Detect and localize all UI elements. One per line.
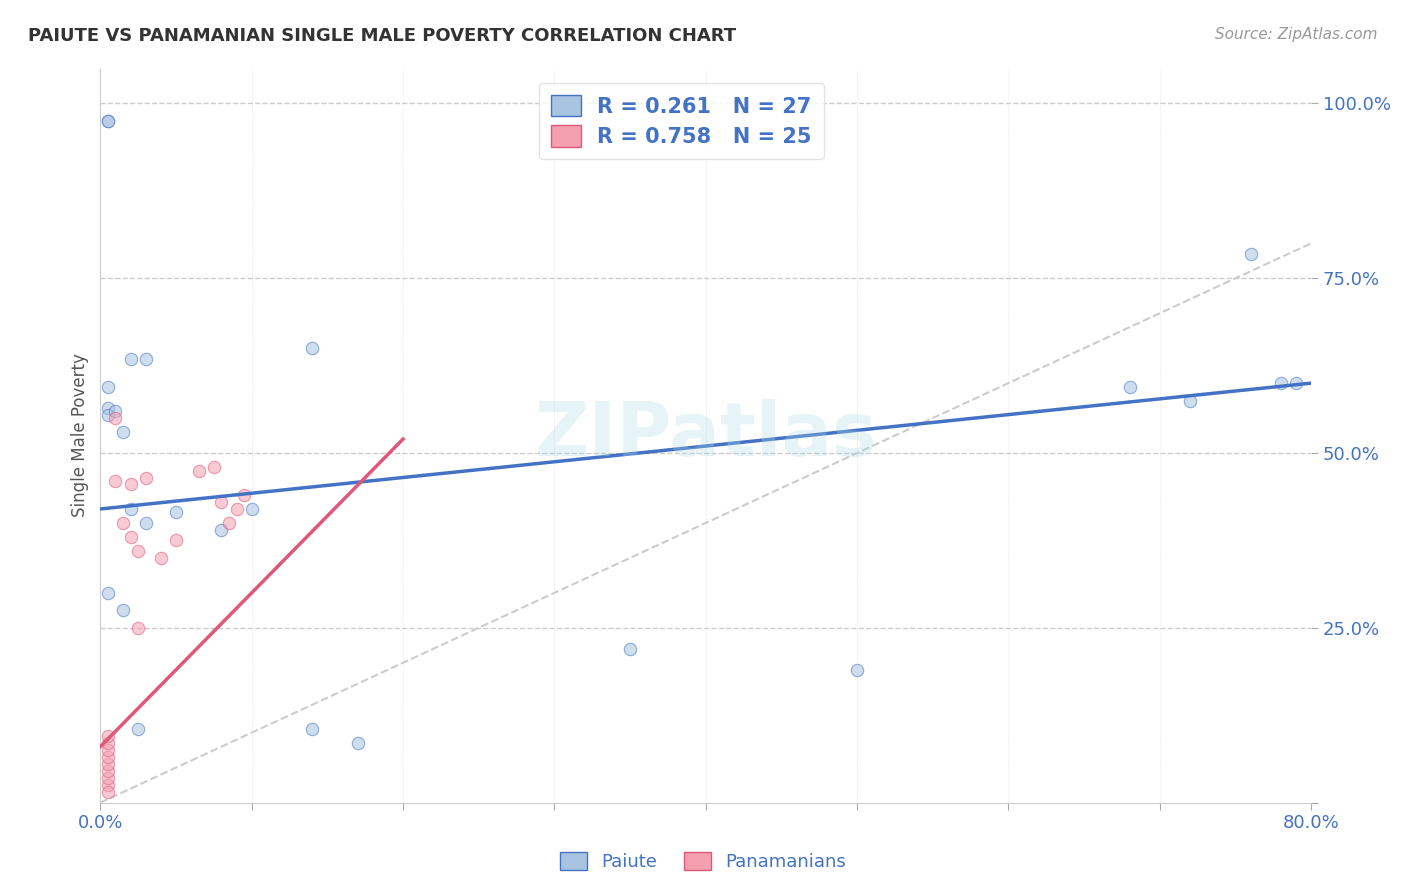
Point [1285, 376, 1308, 391]
Point [233, 488, 256, 502]
Point [240, 502, 263, 516]
Point [112, 603, 135, 617]
Point [209, 495, 232, 509]
Point [112, 516, 135, 530]
Point [149, 550, 172, 565]
Point [97, 408, 120, 422]
Point [165, 506, 187, 520]
Point [97, 764, 120, 779]
Point [209, 523, 232, 537]
Point [97, 757, 120, 772]
Point [97, 736, 120, 750]
Point [165, 533, 187, 548]
Point [1118, 379, 1140, 393]
Point [97, 743, 120, 757]
Point [120, 530, 142, 544]
Point [187, 463, 209, 477]
Point [202, 460, 225, 475]
Point [346, 736, 368, 750]
Point [127, 544, 149, 558]
Text: PAIUTE VS PANAMANIAN SINGLE MALE POVERTY CORRELATION CHART: PAIUTE VS PANAMANIAN SINGLE MALE POVERTY… [28, 27, 737, 45]
Y-axis label: Single Male Poverty: Single Male Poverty [72, 353, 89, 517]
Point [120, 477, 142, 491]
Point [225, 502, 247, 516]
Text: Source: ZipAtlas.com: Source: ZipAtlas.com [1215, 27, 1378, 42]
Point [97, 771, 120, 785]
Point [127, 722, 149, 736]
Point [1240, 247, 1263, 261]
Point [135, 351, 157, 366]
Point [97, 778, 120, 792]
Point [104, 474, 127, 488]
Point [97, 379, 120, 393]
Point [218, 516, 240, 530]
Legend: Paiute, Panamanians: Paiute, Panamanians [553, 845, 853, 879]
Legend: R = 0.261   N = 27, R = 0.758   N = 25: R = 0.261 N = 27, R = 0.758 N = 25 [538, 83, 824, 160]
Point [97, 586, 120, 600]
Point [120, 502, 142, 516]
Point [97, 114, 120, 128]
Text: ZIPatlas: ZIPatlas [534, 399, 877, 472]
Point [619, 641, 641, 656]
Point [97, 114, 120, 128]
Point [97, 401, 120, 415]
Point [97, 750, 120, 764]
Point [301, 722, 323, 736]
Point [135, 470, 157, 484]
Point [135, 516, 157, 530]
Point [97, 729, 120, 743]
Point [301, 341, 323, 355]
Point [112, 425, 135, 439]
Point [127, 621, 149, 635]
Point [846, 663, 869, 677]
Point [1178, 393, 1201, 408]
Point [104, 404, 127, 418]
Point [120, 351, 142, 366]
Point [104, 411, 127, 425]
Point [1270, 376, 1292, 391]
Point [97, 785, 120, 799]
